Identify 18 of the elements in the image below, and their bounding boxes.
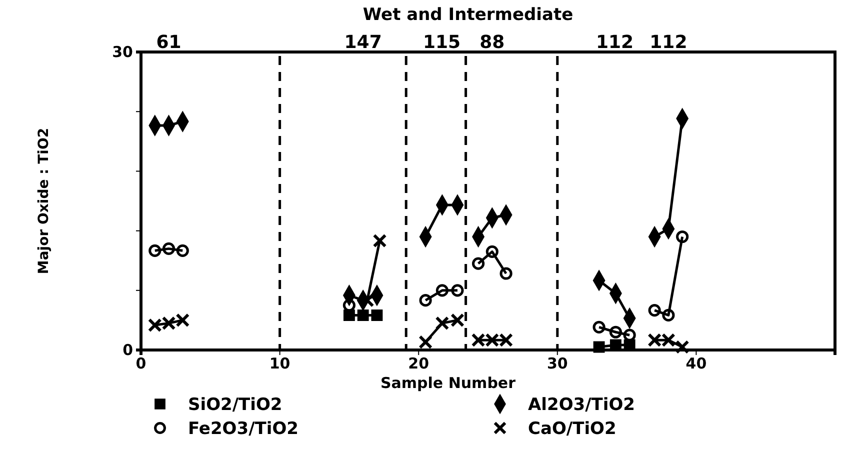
- x-tick-label: 40: [686, 354, 707, 373]
- legend-label: CaO/TiO2: [528, 419, 616, 439]
- x-tick-label: 20: [408, 354, 430, 373]
- y-axis-title: Major Oxide : TiO2: [36, 128, 52, 274]
- annotation: 115: [422, 32, 461, 53]
- legend-label: Fe2O3/TiO2: [188, 419, 298, 439]
- annotation: 61: [156, 32, 182, 53]
- annotation: 88: [480, 32, 505, 53]
- x-tick-label: 30: [546, 354, 568, 373]
- x-tick-label: 0: [136, 354, 146, 373]
- legend-label: SiO2/TiO2: [188, 395, 282, 415]
- annotation: 147: [344, 32, 382, 53]
- annotation: 112: [650, 32, 688, 53]
- x-axis-title: Sample Number: [380, 374, 516, 392]
- x-tick-label: 10: [269, 354, 290, 373]
- annotation: 112: [596, 32, 634, 53]
- legend-label: Al2O3/TiO2: [528, 395, 636, 415]
- chart-title: Wet and Intermediate: [362, 5, 574, 25]
